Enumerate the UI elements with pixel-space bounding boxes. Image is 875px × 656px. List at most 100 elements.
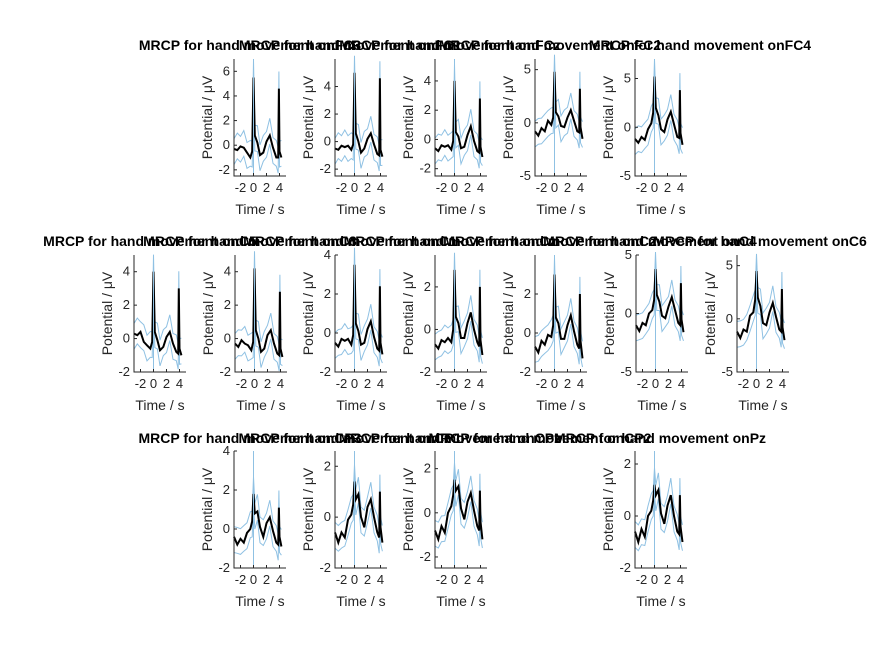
x-tick-label: -2 [135, 376, 147, 391]
subplot-title: MRCP for hand movement onCP2 [429, 430, 652, 446]
y-tick-label: 0 [123, 331, 130, 346]
x-tick-label: 0 [251, 376, 258, 391]
subplot-title: MRCP for hand movement onCP1 [239, 430, 462, 446]
y-tick-label: 2 [224, 297, 231, 312]
y-tick-label: 2 [424, 102, 431, 117]
subplot-title: MRCP for hand movement onFCz [339, 37, 560, 53]
x-tick-label: 0 [451, 376, 458, 391]
y-axis-label: Potential / μV [400, 467, 416, 551]
x-tick-label: 2 [665, 376, 672, 391]
x-tick-label: 2 [664, 572, 671, 587]
x-tick-label: 4 [276, 180, 283, 195]
x-tick-label: 4 [377, 376, 384, 391]
y-tick-label: -2 [219, 364, 231, 379]
mean-line [635, 268, 685, 334]
x-tick-label: 2 [163, 376, 170, 391]
subplot-3: MRCP for hand movement onFCz-2 0 2 4-2024Ti… [339, 37, 560, 217]
x-axis-label: Time / s [436, 201, 485, 217]
y-tick-label: 2 [424, 461, 431, 476]
y-tick-label: -2 [319, 161, 331, 176]
x-tick-label: -2 [636, 572, 648, 587]
y-axis-label: Potential / μV [300, 467, 316, 551]
x-tick-label: -2 [436, 180, 448, 195]
x-tick-label: 2 [464, 572, 471, 587]
mean-line [233, 493, 283, 548]
y-tick-label: 0 [224, 331, 231, 346]
mean-line [534, 274, 584, 359]
y-tick-label: 0 [524, 325, 531, 340]
subplot-9: MRCP for hand movement onCz-2 0 2 4-202Time… [344, 233, 557, 413]
x-axis-label: Time / s [637, 397, 686, 413]
band-lower [233, 502, 282, 561]
mean-line [334, 481, 384, 546]
x-tick-label: 2 [664, 180, 671, 195]
subplot-1: MRCP for hand movement onFC3-2 0 2 4-20246T… [139, 37, 361, 217]
x-tick-label: 2 [364, 572, 371, 587]
y-tick-label: 4 [424, 73, 431, 88]
band-lower [634, 85, 683, 155]
x-tick-label: 4 [176, 376, 183, 391]
subplot-title: MRCP for hand movement onCP3 [139, 430, 362, 446]
y-tick-label: 2 [324, 106, 331, 121]
x-tick-label: 4 [377, 180, 384, 195]
x-tick-label: 0 [652, 376, 659, 391]
x-tick-label: 0 [351, 180, 358, 195]
x-tick-label: 2 [364, 376, 371, 391]
y-tick-label: -2 [218, 162, 230, 177]
y-axis-label: Potential / μV [300, 75, 316, 159]
y-tick-label: 2 [424, 279, 431, 294]
y-tick-label: -2 [319, 560, 331, 575]
y-tick-label: 5 [726, 258, 733, 273]
subplot-title: MRCP for hand movement onPz [554, 430, 766, 446]
x-tick-label: -2 [636, 180, 648, 195]
mean-line [634, 484, 684, 546]
band-lower [434, 278, 483, 364]
mean-line [434, 80, 484, 158]
subplot-title: MRCP for hand movement onFC2 [439, 37, 661, 53]
mean-line [233, 77, 283, 160]
y-tick-label: 0 [223, 137, 230, 152]
y-tick-label: -2 [118, 364, 130, 379]
y-tick-label: 0 [424, 505, 431, 520]
x-tick-label: 4 [477, 376, 484, 391]
x-axis-label: Time / s [235, 201, 284, 217]
x-tick-label: -2 [436, 572, 448, 587]
y-tick-label: 4 [123, 264, 130, 279]
y-tick-label: -2 [419, 549, 431, 564]
x-tick-label: 4 [276, 572, 283, 587]
band-lower [736, 279, 785, 349]
subplot-17: MRCP for hand movement onPz-2 0 2 4-202Time… [554, 430, 766, 609]
y-tick-label: 0 [324, 134, 331, 149]
y-tick-label: 0 [324, 509, 331, 524]
x-tick-label: 4 [678, 376, 685, 391]
x-axis-label: Time / s [636, 201, 685, 217]
x-tick-label: 2 [564, 376, 571, 391]
x-tick-label: 0 [451, 180, 458, 195]
band-lower [434, 89, 483, 169]
subplot-6: MRCP for hand movement onC5-2 0 2 4-2024Tim… [43, 233, 257, 413]
mean-line [334, 72, 384, 158]
subplot-14: MRCP for hand movement onCP1-2 0 2 4-202Tim… [239, 430, 462, 609]
subplot-10: MRCP for hand movement onC2-2 0 2 4-202Time… [443, 233, 657, 413]
y-tick-label: 0 [726, 311, 733, 326]
band-upper [334, 55, 383, 146]
x-tick-label: -2 [637, 376, 649, 391]
x-axis-label: Time / s [536, 397, 585, 413]
mean-line [534, 71, 584, 139]
y-axis-label: Potential / μV [300, 271, 316, 355]
y-tick-label: -2 [419, 161, 431, 176]
subplot-title: MRCP for hand movement onC5 [43, 233, 257, 249]
mean-line [736, 270, 786, 341]
subplot-title: MRCP for hand movement onFC1 [239, 37, 461, 53]
x-tick-label: 2 [464, 376, 471, 391]
y-tick-label: -2 [419, 364, 431, 379]
x-tick-label: 4 [477, 180, 484, 195]
x-tick-label: 0 [551, 376, 558, 391]
subplot-7: MRCP for hand movement onC3-2 0 2 4-2024Tim… [143, 233, 357, 413]
band-lower [635, 277, 684, 342]
y-tick-label: 4 [223, 88, 230, 103]
x-tick-label: -2 [235, 180, 247, 195]
band-lower [334, 490, 383, 554]
x-tick-label: 0 [351, 376, 358, 391]
x-tick-label: 0 [451, 572, 458, 587]
